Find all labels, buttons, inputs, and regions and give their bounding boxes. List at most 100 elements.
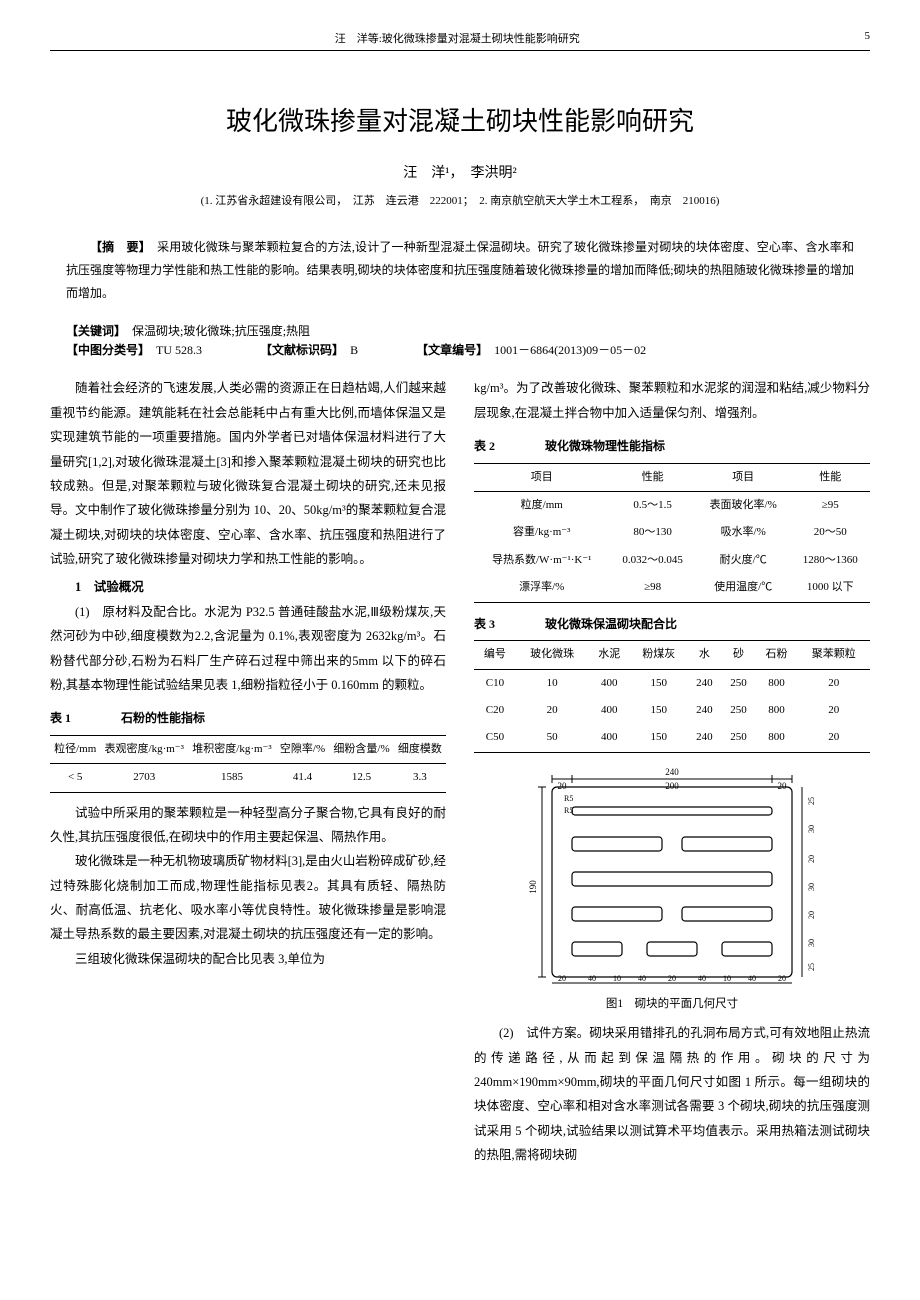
t1-c: 2703	[100, 764, 188, 792]
dim-b3: 40	[638, 974, 646, 983]
t1-c: 41.4	[276, 764, 329, 792]
figure1-caption: 图1 砌块的平面几何尺寸	[474, 993, 870, 1015]
t3-h: 水	[687, 641, 721, 669]
t3-c: 10	[516, 669, 589, 697]
t3-c: C20	[474, 697, 516, 724]
table2-title: 玻化微珠物理性能指标	[545, 435, 665, 458]
abstract: 【摘 要】 采用玻化微珠与聚苯颗粒复合的方法,设计了一种新型混凝土保温砌块。研究…	[66, 236, 854, 304]
dim-b0: 20	[558, 974, 566, 983]
t3-c: 250	[721, 669, 755, 697]
t2-c: ≥98	[609, 574, 695, 602]
t2-h: 性能	[791, 463, 870, 491]
t3-c: 50	[516, 724, 589, 752]
t3-c: 240	[687, 669, 721, 697]
artno-label: 【文章编号】	[416, 343, 482, 357]
table2-number: 表 2	[474, 435, 495, 458]
para-glassbead: 玻化微珠是一种无机物玻璃质矿物材料[3],是由火山岩粉碎成矿砂,经过特殊膨化烧制…	[50, 849, 446, 947]
t3-c: 800	[756, 697, 798, 724]
keywords-text: 保温砌块;玻化微珠;抗压强度;热阻	[132, 324, 310, 338]
t3-c: 250	[721, 724, 755, 752]
artno-value: 1001－6864(2013)09－05－02	[494, 343, 646, 357]
t3-c: 800	[756, 669, 798, 697]
dim-r5: 30	[807, 939, 816, 947]
t3-h: 玻化微珠	[516, 641, 589, 669]
affiliation: (1. 江苏省永超建设有限公司， 江苏 连云港 222001； 2. 南京航空航…	[50, 192, 870, 208]
t3-c: 20	[516, 697, 589, 724]
t2-c: 表面玻化率/%	[696, 491, 791, 519]
t2-c: 80～130	[609, 519, 695, 546]
t3-c: 240	[687, 697, 721, 724]
table2: 项目 性能 项目 性能 粒度/mm 0.5～1.5 表面玻化率/% ≥95 容重…	[474, 463, 870, 603]
t2-c: 1280～1360	[791, 547, 870, 574]
t3-h: 聚苯颗粒	[797, 641, 870, 669]
radius-1: R5	[564, 806, 573, 815]
t3-c: 250	[721, 697, 755, 724]
t1-c: 12.5	[329, 764, 393, 792]
dim-b2: 10	[613, 974, 621, 983]
paper-title: 玻化微珠掺量对混凝土砌块性能影响研究	[50, 101, 870, 138]
t3-c: 20	[797, 724, 870, 752]
page-number: 5	[865, 30, 871, 42]
t3-c: 150	[630, 669, 687, 697]
para-eps: 试验中所采用的聚苯颗粒是一种轻型高分子聚合物,它具有良好的耐久性,其抗压强度很低…	[50, 801, 446, 850]
t2-h: 性能	[609, 463, 695, 491]
t2-c: 粒度/mm	[474, 491, 609, 519]
keywords-label: 【关键词】	[66, 324, 120, 338]
table2-caption: 表 2 玻化微珠物理性能指标	[474, 435, 870, 458]
dim-b7: 40	[748, 974, 756, 983]
t3-c: C50	[474, 724, 516, 752]
t2-c: 0.5～1.5	[609, 491, 695, 519]
t2-c: 导热系数/W·m⁻¹·K⁻¹	[474, 547, 609, 574]
section-1-heading: 1 试验概况	[50, 575, 446, 599]
para-mix: 三组玻化微珠保温砌块的配合比见表 3,单位为	[50, 947, 446, 971]
t3-c: 20	[797, 697, 870, 724]
dim-b5: 40	[698, 974, 706, 983]
t2-c: ≥95	[791, 491, 870, 519]
t2-c: 20～50	[791, 519, 870, 546]
t1-c: < 5	[50, 764, 100, 792]
para-materials: (1) 原材料及配合比。水泥为 P32.5 普通硅酸盐水泥,Ⅲ级粉煤灰,天然河砂…	[50, 600, 446, 698]
t3-h: 砂	[721, 641, 755, 669]
t1-h0: 粒径/mm	[50, 735, 100, 763]
dim-top-0: 20	[558, 781, 568, 791]
dim-top-1: 200	[665, 781, 679, 791]
t3-c: 400	[588, 724, 630, 752]
right-column: kg/m³。为了改善玻化微珠、聚苯颗粒和水泥浆的润湿和粘结,减少物料分层现象,在…	[474, 376, 870, 1167]
dim-left: 190	[528, 880, 538, 894]
table3-caption: 表 3 玻化微珠保温砌块配合比	[474, 613, 870, 636]
figure1: 240 20 200 20 190 25 30 20	[474, 767, 870, 1015]
table1-number: 表 1	[50, 707, 71, 730]
dim-b6: 10	[723, 974, 731, 983]
para-cont: kg/m³。为了改善玻化微珠、聚苯颗粒和水泥浆的润湿和粘结,减少物料分层现象,在…	[474, 376, 870, 425]
dim-r4: 20	[807, 911, 816, 919]
dim-b8: 20	[778, 974, 786, 983]
para-intro: 随着社会经济的飞速发展,人类必需的资源正在日趋枯竭,人们越来越重视节约能源。建筑…	[50, 376, 446, 571]
t1-c: 3.3	[394, 764, 446, 792]
dim-b4: 20	[668, 974, 676, 983]
table1-caption: 表 1 石粉的性能指标	[50, 707, 446, 730]
t2-h: 项目	[696, 463, 791, 491]
t1-c: 1585	[188, 764, 276, 792]
dim-top-total: 240	[665, 767, 679, 777]
radius-0: R5	[564, 794, 573, 803]
t3-c: 150	[630, 697, 687, 724]
dim-top-2: 20	[778, 781, 788, 791]
t2-c: 吸水率/%	[696, 519, 791, 546]
dim-r1: 30	[807, 825, 816, 833]
t1-h5: 细度模数	[394, 735, 446, 763]
t3-c: 20	[797, 669, 870, 697]
left-column: 随着社会经济的飞速发展,人类必需的资源正在日趋枯竭,人们越来越重视节约能源。建筑…	[50, 376, 446, 1167]
t1-h1: 表观密度/kg·m⁻³	[100, 735, 188, 763]
t2-c: 1000 以下	[791, 574, 870, 602]
t3-c: 400	[588, 697, 630, 724]
t3-h: 编号	[474, 641, 516, 669]
clc-value: TU 528.3	[156, 343, 202, 357]
t2-h: 项目	[474, 463, 609, 491]
table1: 粒径/mm 表观密度/kg·m⁻³ 堆积密度/kg·m⁻³ 空隙率/% 细粉含量…	[50, 735, 446, 793]
docid-label: 【文献标识码】	[260, 343, 338, 357]
dim-b1: 40	[588, 974, 596, 983]
keywords-line: 【关键词】 保温砌块;玻化微珠;抗压强度;热阻	[66, 322, 854, 339]
para-scheme: (2) 试件方案。砌块采用错排孔的孔洞布局方式,可有效地阻止热流的传递路径,从而…	[474, 1021, 870, 1167]
t1-h3: 空隙率/%	[276, 735, 329, 763]
t3-h: 水泥	[588, 641, 630, 669]
